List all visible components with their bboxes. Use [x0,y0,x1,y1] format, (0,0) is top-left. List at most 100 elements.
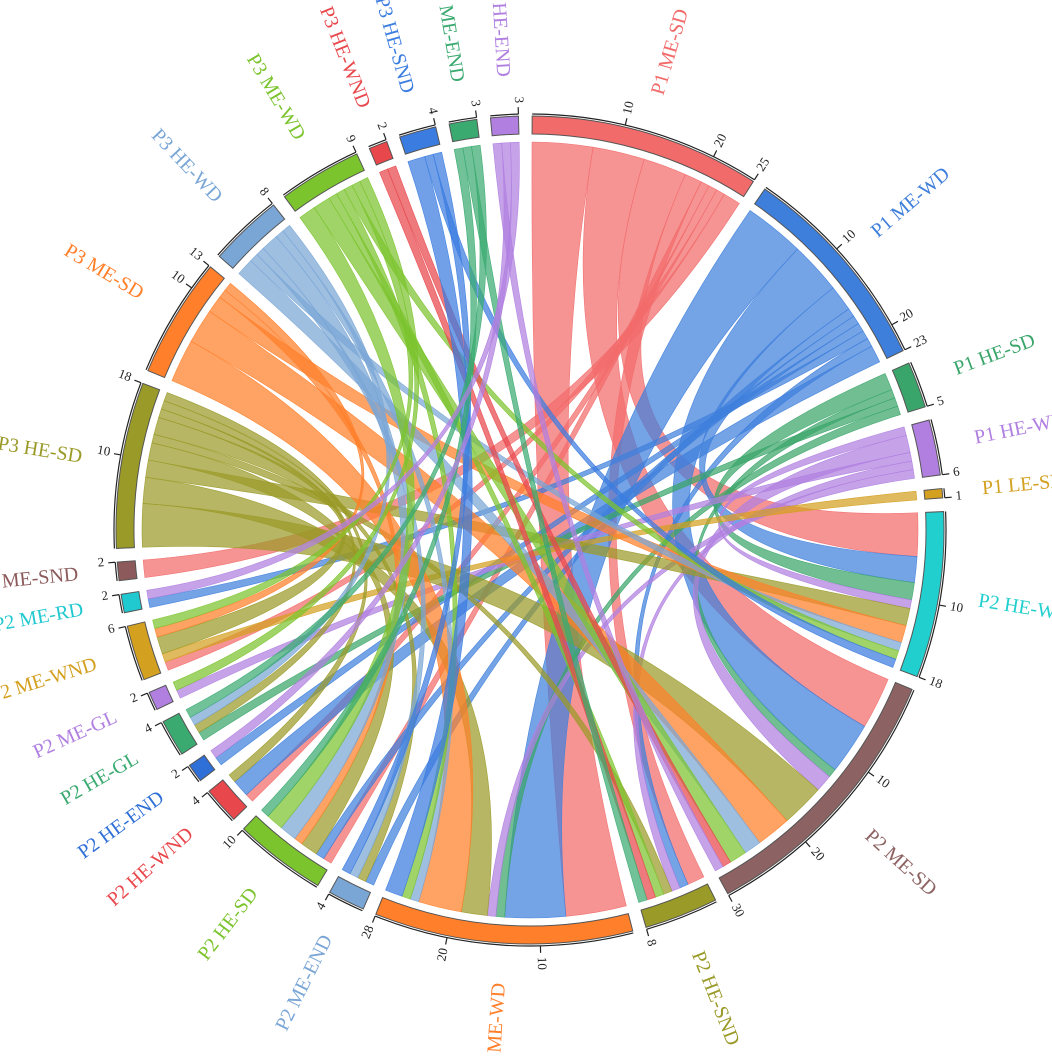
tick-mark [186,284,192,288]
tick-label: 10 [874,771,893,791]
total-label: 2 [128,689,140,705]
node-label: P1 ME-SD [647,6,693,97]
total-label: 30 [729,901,748,920]
tick-label: 20 [433,947,450,963]
tick-mark [384,133,386,140]
total-label: 4 [188,792,203,808]
tick-label: 20 [710,131,729,149]
total-label: 4 [425,106,441,116]
arc [117,561,137,581]
tick-mark [155,723,161,726]
arc [924,489,943,500]
node-label: P3 ME-SD [60,240,147,304]
tick-mark [203,261,208,265]
tick-mark [373,916,376,922]
arc [189,755,214,780]
tick-label: 10 [96,442,111,459]
arc [912,420,941,477]
tick-mark [905,347,911,350]
total-label: 18 [927,673,944,692]
tick-label: 10 [839,226,859,246]
node-label: P1 HE-WD [972,409,1052,449]
node-label: P3 HE-WND [315,3,375,111]
tick-mark [714,150,717,156]
arc-outline [115,562,117,581]
node-label: P3 ME-WD [242,50,310,144]
total-label: 4 [142,719,155,736]
node-label: P2 HE-SD [193,884,262,965]
tick-label: 20 [897,305,916,324]
tick-mark [942,474,949,475]
tick-mark [434,118,436,125]
node-label: P3 HE-SD [0,433,84,468]
tick-mark [353,146,356,152]
node-label: P3 HE-END [486,0,514,77]
node-label: P2 ME-END [271,931,337,1034]
node-label: P1 ME-WD [867,163,954,242]
tick-mark [446,938,447,945]
tick-mark [182,767,188,771]
arc [400,127,440,154]
arc [330,877,371,909]
node-label: P2 ME-SND [0,563,79,595]
tick-mark [945,497,952,498]
tick-mark [754,174,758,180]
node-label: P2 ME-WD [482,982,510,1054]
tick-mark [108,562,115,563]
total-label: 25 [753,155,773,174]
node-label: P1 LE-SD [981,470,1052,499]
tick-label: 20 [808,844,828,864]
total-label: 1 [955,487,963,502]
total-label: 8 [644,937,660,947]
tick-mark [837,244,842,249]
total-label: 6 [952,463,961,479]
total-label: 5 [935,392,946,408]
arc-outline [944,488,945,497]
total-label: 4 [312,899,329,912]
tick-mark [647,929,649,936]
node-label: P2 HE-SND [687,948,744,1049]
total-label: 2 [168,765,182,781]
tick-mark [119,627,126,629]
total-label: 2 [97,554,105,569]
total-label: 18 [116,366,133,385]
node-label: P2 HE-GL [57,747,143,809]
tick-mark [919,677,926,679]
arc [121,592,142,613]
tick-mark [268,198,272,203]
total-label: 2 [100,587,109,603]
total-label: 8 [257,184,273,198]
tick-mark [729,895,732,901]
node-label: P3 HE-SND [371,0,419,96]
tick-mark [805,842,810,847]
tick-mark [237,830,242,835]
total-label: 28 [358,923,377,941]
tick-mark [927,404,934,406]
total-label: 9 [343,132,359,144]
tick-mark [141,693,147,696]
tick-mark [134,380,141,382]
tick-label: 10 [949,598,964,615]
tick-mark [325,894,328,900]
tick-label: 10 [619,100,637,116]
tick-label: 10 [535,957,550,970]
tick-mark [625,118,627,125]
tick-mark [868,772,874,776]
total-label: 3 [468,99,484,107]
tick-mark [112,595,119,596]
node-label: P2 ME-GL [30,706,121,763]
total-label: 2 [374,120,390,131]
node-label: P3 HE-WD [147,125,227,207]
total-label: 13 [187,243,207,263]
arc [490,116,518,136]
tick-mark [892,321,898,324]
tick-mark [202,793,207,797]
total-label: 10 [219,832,239,852]
tick-mark [476,111,477,118]
total-label: 6 [106,620,116,636]
node-label: P3 ME-END [430,0,469,84]
total-label: 23 [911,331,929,350]
tick-mark [939,605,946,606]
